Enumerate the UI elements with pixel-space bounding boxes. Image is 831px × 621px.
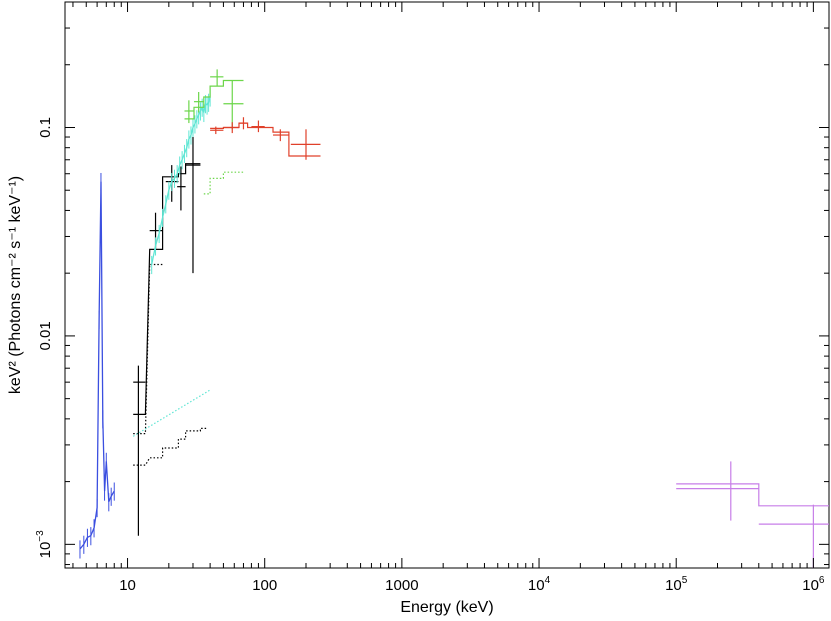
x-tick-label: 100 <box>252 577 277 594</box>
model-line <box>132 389 211 437</box>
y-tick-label: 10−3 <box>35 530 54 559</box>
model-line <box>210 122 321 157</box>
model-line <box>203 171 244 195</box>
x-tick-label: 106 <box>802 575 825 594</box>
x-tick-label: 105 <box>665 575 688 594</box>
y-tick-label: 0.1 <box>37 117 54 138</box>
series-10 <box>210 117 321 160</box>
series-13 <box>676 483 829 507</box>
x-tick-label: 104 <box>528 575 551 594</box>
tick-layer: 10 100 1000 104 105 106 10−3 0.01 0.1 <box>35 1 829 594</box>
data-layer <box>79 69 829 568</box>
model-line <box>133 163 201 415</box>
y-tick-label: 0.01 <box>37 321 54 350</box>
y-axis-title: keV² (Photons cm⁻² s⁻¹ keV⁻¹) <box>7 176 24 394</box>
x-tick-label: 10 <box>119 577 136 594</box>
series-7 <box>184 69 244 130</box>
series-2 <box>133 163 201 415</box>
x-axis-title: Energy (keV) <box>400 599 493 616</box>
series-6 <box>132 389 211 437</box>
plot-area <box>64 1 830 569</box>
series-12 <box>676 461 829 568</box>
model-line <box>133 263 163 435</box>
series-3 <box>133 427 208 466</box>
plot-frame <box>64 1 830 569</box>
x-tick-label: 1000 <box>385 577 418 594</box>
series-9 <box>203 171 244 195</box>
model-line <box>676 483 829 507</box>
series-4 <box>133 263 163 435</box>
series-11 <box>210 122 321 157</box>
model-line <box>184 79 244 120</box>
model-line <box>133 427 208 466</box>
series-5 <box>151 88 211 275</box>
series-8 <box>184 79 244 120</box>
series-0 <box>79 172 115 559</box>
